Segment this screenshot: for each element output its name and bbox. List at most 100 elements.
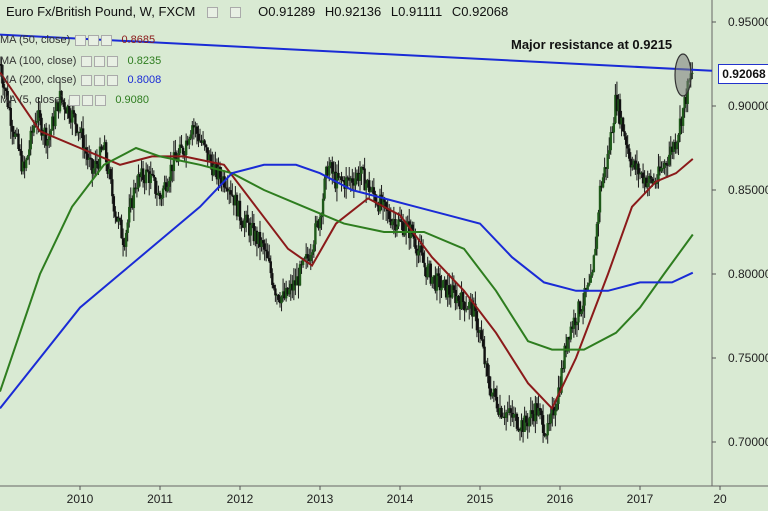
current-price-tag: 0.92068: [718, 64, 768, 84]
candle-body: [321, 198, 325, 216]
y-tick-label: 0.75000: [728, 351, 768, 365]
candle-body: [388, 211, 391, 220]
candle-body: [337, 172, 340, 179]
candle-body: [132, 187, 136, 209]
candle-body: [243, 220, 246, 228]
candle-body: [566, 336, 569, 352]
candle-body: [58, 90, 62, 112]
settings-icon[interactable]: [94, 74, 106, 86]
candle-body: [411, 224, 414, 234]
candle-body: [514, 413, 517, 415]
candle-body: [435, 273, 439, 291]
candle-body: [46, 140, 49, 146]
candle-body: [395, 226, 399, 231]
candle-body: [438, 275, 442, 291]
indicator-ma200[interactable]: MA (200, close) 0.8008: [0, 74, 161, 86]
candle-body: [311, 252, 314, 255]
eye-icon[interactable]: [81, 74, 93, 86]
candle-body: [643, 177, 646, 184]
eye-icon[interactable]: [75, 34, 87, 46]
settings-icon[interactable]: [82, 94, 94, 106]
candle-body: [600, 185, 603, 188]
candle-body: [104, 142, 108, 163]
eye-icon[interactable]: [69, 94, 81, 106]
candle-body: [83, 147, 86, 150]
candle-body: [588, 282, 591, 286]
candle-body: [55, 101, 59, 111]
candle-body: [663, 162, 666, 168]
candle-body: [412, 233, 416, 239]
candle-body: [404, 223, 408, 232]
candle-body: [220, 177, 223, 184]
candle-body: [498, 407, 502, 415]
candle-body: [338, 176, 342, 179]
candle-body: [54, 110, 57, 127]
candle-body: [612, 122, 616, 133]
candle-body: [212, 164, 216, 176]
candle-body: [226, 188, 229, 192]
candle-body: [163, 182, 166, 189]
candle-body: [677, 134, 680, 143]
settings-icon[interactable]: [88, 34, 100, 46]
candle-body: [341, 179, 345, 181]
candle-body: [115, 216, 119, 222]
candle-body: [51, 116, 54, 131]
candle-body: [394, 219, 397, 231]
indicator-ma5[interactable]: MA (5, close) 0.9080: [0, 94, 149, 106]
candle-body: [232, 195, 236, 206]
candle-body: [95, 161, 99, 164]
candle-body: [3, 87, 6, 89]
close-icon[interactable]: [107, 55, 119, 67]
indicator-ma100[interactable]: MA (100, close) 0.8235: [0, 55, 161, 67]
candle-body: [148, 171, 151, 184]
candle-body: [571, 326, 574, 329]
candle-body: [329, 162, 332, 166]
candle-body: [492, 388, 496, 393]
candle-body: [151, 173, 154, 175]
candle-body: [89, 157, 92, 160]
candle-body: [660, 167, 663, 172]
y-tick-label: 0.80000: [728, 267, 768, 281]
candle-body: [66, 105, 69, 114]
close-icon[interactable]: [229, 7, 241, 19]
candle-body: [75, 124, 79, 134]
symbol-title[interactable]: Euro Fx/British Pound, W, FXCM: [6, 4, 196, 19]
eye-icon[interactable]: [81, 55, 93, 67]
candle-body: [332, 171, 336, 174]
candle-body: [29, 130, 32, 150]
candle-body: [195, 126, 199, 134]
candle-body: [434, 275, 437, 291]
candle-body: [318, 217, 322, 229]
candle-body: [586, 285, 589, 291]
candle-body: [531, 410, 534, 414]
candle-body: [374, 194, 377, 203]
candle-body: [161, 188, 165, 198]
candle-body: [238, 200, 242, 221]
close-icon[interactable]: [107, 74, 119, 86]
close-icon[interactable]: [101, 34, 113, 46]
candle-body: [486, 363, 489, 376]
candle-body: [464, 308, 468, 311]
candle-body: [152, 174, 156, 178]
candle-body: [101, 149, 105, 151]
candle-body: [672, 142, 676, 152]
candle-body: [218, 166, 222, 178]
settings-icon[interactable]: [206, 7, 218, 19]
candle-body: [543, 433, 546, 436]
candle-body: [324, 166, 328, 179]
candle-body: [421, 252, 425, 263]
candle-body: [657, 166, 660, 182]
indicator-ma50[interactable]: MA (50, close) 0.8685: [0, 34, 155, 46]
candle-body: [192, 125, 196, 128]
candle-body: [235, 194, 239, 217]
close-icon[interactable]: [95, 94, 107, 106]
candle-body: [624, 136, 628, 145]
candle-body: [135, 187, 139, 190]
candle-body: [444, 279, 448, 298]
candle-body: [408, 221, 411, 239]
candle-body: [206, 147, 209, 161]
candle-body: [368, 180, 371, 192]
settings-icon[interactable]: [94, 55, 106, 67]
ma-line: [0, 146, 694, 392]
